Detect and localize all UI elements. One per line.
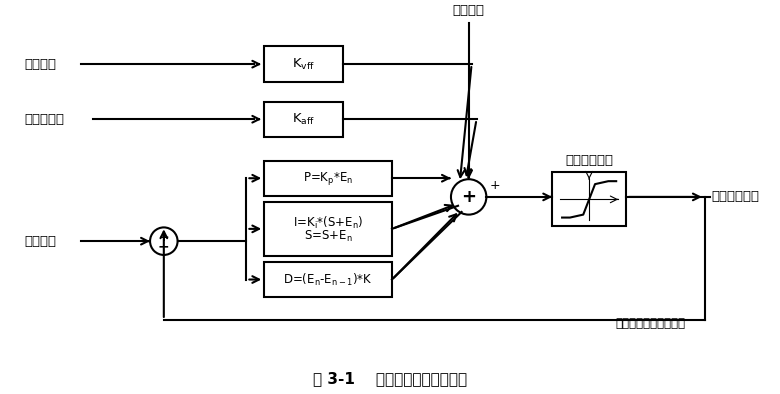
Bar — [264, 46, 342, 82]
Text: −: − — [158, 239, 169, 253]
Bar — [264, 160, 392, 196]
Text: I=K$_{\rm i}$*(S+E$_{\rm n}$): I=K$_{\rm i}$*(S+E$_{\rm n}$) — [293, 215, 363, 231]
Text: D=(E$_{\rm n}$-E$_{\rm n-1}$)*K: D=(E$_{\rm n}$-E$_{\rm n-1}$)*K — [283, 271, 373, 288]
Text: 图 3-1    数字伺服滤波器原理图: 图 3-1 数字伺服滤波器原理图 — [313, 371, 467, 387]
Text: 输出饱和控制: 输出饱和控制 — [566, 154, 613, 167]
Bar — [552, 172, 626, 227]
Text: 电机控制输出: 电机控制输出 — [711, 190, 760, 203]
Text: 来自编码器的实际位置: 来自编码器的实际位置 — [615, 317, 685, 330]
Text: 静差补偿: 静差补偿 — [452, 4, 484, 17]
Text: P=K$_{\rm p}$*E$_{\rm n}$: P=K$_{\rm p}$*E$_{\rm n}$ — [303, 170, 353, 187]
Text: +: + — [489, 179, 500, 192]
Bar — [264, 102, 342, 137]
Bar — [264, 262, 392, 297]
Text: K$_{\rm vff}$: K$_{\rm vff}$ — [292, 57, 315, 72]
Bar — [264, 202, 392, 256]
Text: 目标位置: 目标位置 — [24, 235, 56, 248]
Text: +: + — [461, 188, 476, 206]
Text: S=S+E$_{\rm n}$: S=S+E$_{\rm n}$ — [303, 229, 353, 244]
Text: +: + — [158, 231, 169, 244]
Text: 目标速度: 目标速度 — [24, 58, 56, 71]
Text: 目标加速度: 目标加速度 — [24, 113, 64, 126]
Text: K$_{\rm aff}$: K$_{\rm aff}$ — [292, 112, 315, 127]
